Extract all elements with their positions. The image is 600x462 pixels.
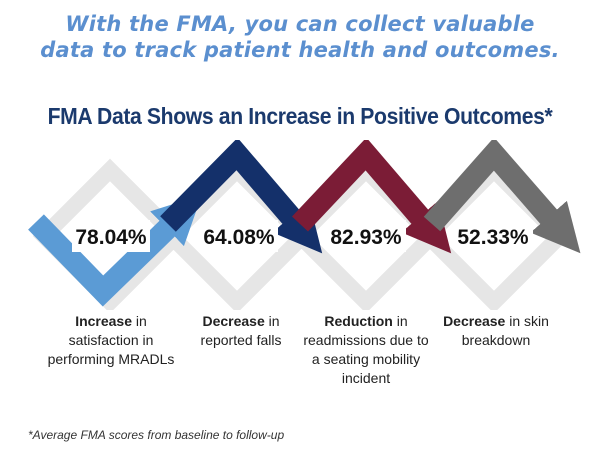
stat-caption-2-rest: in reported falls <box>200 313 282 348</box>
stat-value-4: 52.33% <box>457 226 529 249</box>
stat-value-1: 78.04% <box>75 226 147 249</box>
stat-caption-1: Increase in satisfaction in performing M… <box>46 312 176 369</box>
stat-caption-4: Decrease in skin breakdown <box>440 312 552 350</box>
stat-caption-3-bold: Reduction <box>324 313 393 329</box>
navy-chevron-arrow-icon <box>160 140 323 254</box>
headline-line-1: With the FMA, you can collect valuable <box>65 12 535 36</box>
stat-caption-2: Decrease in reported falls <box>186 312 296 350</box>
gray-chevron-arrow-icon <box>423 140 581 254</box>
maroon-chevron-arrow-icon <box>291 140 452 254</box>
stat-caption-4-rest: in skin breakdown <box>461 313 549 348</box>
stat-caption-2-bold: Decrease <box>202 313 265 329</box>
stat-value-2: 64.08% <box>203 226 275 249</box>
stat-value-3: 82.93% <box>330 226 402 249</box>
stat-caption-3-rest: in readmissions due to a seating mobilit… <box>303 313 429 386</box>
chart-title: FMA Data Shows an Increase in Positive O… <box>47 103 553 129</box>
chevron-arrow-graphic: 78.04% 64.08% 82.93% 52.33% <box>28 140 581 310</box>
value-backgrounds <box>72 220 533 252</box>
headline-line-2: data to track patient health and outcome… <box>40 38 560 62</box>
light-blue-chevron-arrow-icon <box>28 195 202 307</box>
stat-caption-4-bold: Decrease <box>443 313 506 329</box>
stat-caption-3: Reduction in readmissions due to a seati… <box>300 312 432 388</box>
stat-caption-1-rest: in satisfaction in performing MRADLs <box>47 313 175 367</box>
footnote: *Average FMA scores from baseline to fol… <box>28 428 285 442</box>
stat-caption-1-bold: Increase <box>75 313 133 329</box>
